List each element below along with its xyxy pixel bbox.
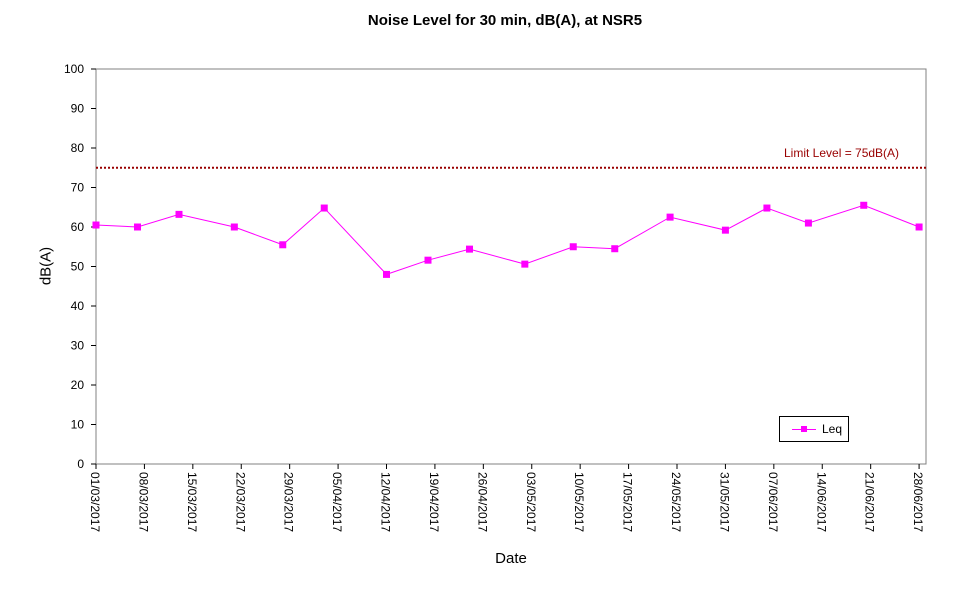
x-tick-label: 12/04/2017 (379, 472, 393, 532)
data-point-leq (383, 270, 390, 278)
data-point-leq (915, 223, 923, 231)
y-tick-label: 20 (71, 378, 85, 392)
y-tick-label: 80 (71, 141, 85, 155)
chart-title: Noise Level for 30 min, dB(A), at NSR5 (367, 12, 643, 29)
y-tick-label: 40 (71, 299, 85, 313)
data-point-leq (611, 245, 619, 253)
y-tick-label: 0 (77, 457, 84, 471)
data-point-leq (763, 204, 771, 212)
y-tick-label: 100 (64, 62, 84, 76)
y-tick-label: 50 (71, 260, 85, 274)
legend-label-leq: Leq (822, 422, 843, 436)
plot-area (95, 68, 927, 465)
x-tick-label: 03/05/2017 (524, 472, 538, 532)
y-axis: 0 10 20 30 40 50 60 70 80 90 100 (64, 62, 96, 471)
data-point-leq (230, 223, 238, 231)
data-point-leq (466, 245, 473, 253)
data-point-leq (175, 210, 183, 218)
y-tick-label: 10 (71, 418, 85, 432)
legend-marker (801, 426, 807, 432)
y-tick-label: 90 (71, 102, 85, 116)
x-tick-label: 08/03/2017 (136, 472, 150, 532)
x-tick-label: 21/06/2017 (863, 472, 877, 532)
x-tick-label: 01/03/2017 (88, 472, 102, 532)
x-tick-label: 24/05/2017 (669, 472, 683, 532)
x-tick-label: 17/05/2017 (621, 472, 635, 532)
series-layer (92, 201, 923, 278)
x-tick-label: 31/05/2017 (717, 472, 731, 532)
data-point-leq (569, 243, 577, 251)
y-tick-label: 30 (71, 339, 85, 353)
legend: Leq (779, 416, 849, 442)
data-point-leq (860, 201, 868, 209)
data-point-leq (666, 213, 674, 221)
data-point-leq (320, 204, 328, 212)
x-tick-label: 19/04/2017 (427, 472, 441, 532)
x-tick-label: 22/03/2017 (233, 472, 247, 532)
x-tick-label: 10/05/2017 (572, 472, 586, 532)
x-axis: 01/03/2017 08/03/2017 15/03/2017 22/03/2017… (88, 464, 925, 532)
y-tick-label: 70 (71, 181, 85, 195)
y-tick-label: 60 (71, 220, 85, 234)
data-point-leq (424, 256, 432, 264)
x-tick-label: 15/03/2017 (185, 472, 199, 532)
series-line-leq (95, 204, 920, 275)
x-tick-label: 29/03/2017 (282, 472, 296, 532)
limit-line-label: Limit Level = 75dB(A) (784, 146, 900, 160)
x-tick-label: 26/04/2017 (475, 472, 489, 532)
data-point-leq (521, 260, 529, 268)
x-tick-label: 07/06/2017 (766, 472, 780, 532)
data-point-leq (134, 223, 141, 231)
data-point-leq (92, 221, 100, 229)
y-axis-label: dB(A) (37, 246, 55, 286)
x-tick-label: 14/06/2017 (814, 472, 828, 532)
data-point-leq (721, 226, 729, 234)
data-point-leq (279, 241, 287, 249)
data-point-leq (804, 219, 812, 227)
x-tick-label: 05/04/2017 (330, 472, 344, 532)
x-tick-label: 28/06/2017 (911, 472, 925, 532)
x-axis-label: Date (495, 550, 527, 567)
